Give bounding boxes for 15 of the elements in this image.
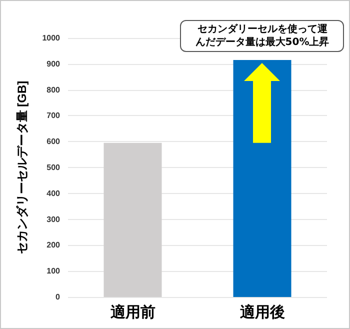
y-tick-label: 100	[46, 266, 61, 276]
y-axis-title: セカンダリーセルデータ量 [GB]	[15, 80, 29, 254]
y-tick-label: 500	[46, 163, 61, 172]
y-tick-label: 0	[56, 292, 61, 302]
y-tick-label: 600	[46, 137, 61, 146]
y-tick-label: 300	[46, 214, 61, 224]
y-tick-label: 200	[46, 240, 61, 250]
y-tick-label: 900	[46, 59, 61, 68]
x-tick-label: 適用後	[238, 303, 285, 321]
y-tick-label: 1000	[42, 34, 61, 42]
y-tick-label: 400	[46, 188, 61, 198]
y-tick-label: 700	[46, 111, 61, 120]
y-tick-label: 800	[46, 85, 61, 94]
annotation: セカンダリーセルを使って運んだデータ量は最大50%上昇	[180, 20, 344, 52]
x-tick-label: 適用前	[109, 303, 156, 321]
